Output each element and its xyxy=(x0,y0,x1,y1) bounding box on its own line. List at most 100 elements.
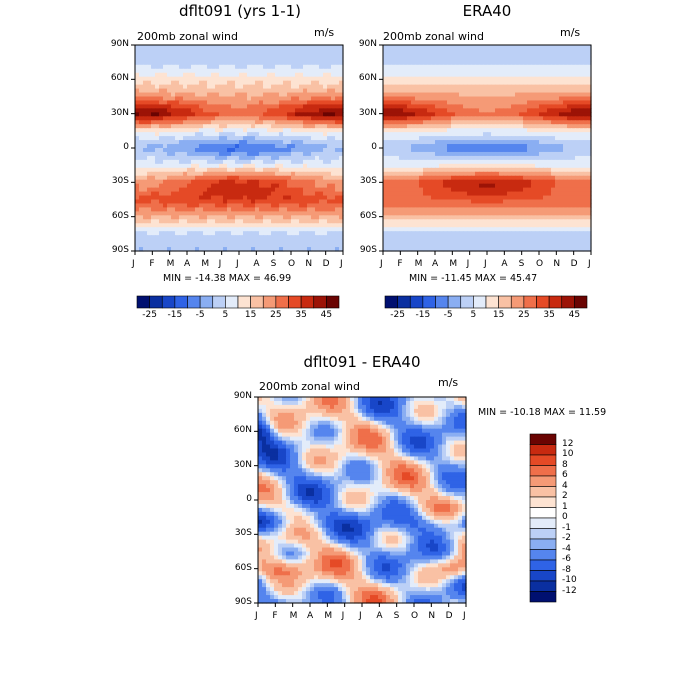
contour-cell xyxy=(503,179,508,185)
contour-cell xyxy=(423,140,428,145)
contour-cell xyxy=(251,163,256,169)
contour-cell xyxy=(523,187,528,193)
contour-cell xyxy=(467,148,472,153)
contour-cell xyxy=(331,187,336,193)
contour-cell xyxy=(531,128,536,133)
contour-cell xyxy=(563,187,568,193)
contour-cell xyxy=(171,80,176,86)
contour-cell xyxy=(503,116,508,121)
contour-cell xyxy=(575,167,580,173)
contour-cell xyxy=(459,92,464,98)
contour-cell xyxy=(235,199,240,205)
contour-cell xyxy=(255,219,260,224)
contour-cell xyxy=(175,128,180,133)
contour-cell xyxy=(255,231,260,236)
contour-cell xyxy=(511,136,516,141)
contour-cell xyxy=(483,151,488,157)
contour-cell xyxy=(199,215,204,220)
contour-cell xyxy=(447,163,452,169)
contour-cell xyxy=(279,239,284,244)
contour-cell xyxy=(391,175,396,181)
contour-cell xyxy=(567,128,572,133)
contour-cell xyxy=(443,45,448,50)
contour-cell xyxy=(551,140,556,145)
contour-cell xyxy=(467,96,472,102)
contour-cell xyxy=(275,45,280,50)
contour-cell xyxy=(515,144,520,149)
contour-cell xyxy=(147,140,152,145)
contour-cell xyxy=(263,155,268,161)
contour-cell xyxy=(267,140,272,145)
contour-cell xyxy=(419,159,424,165)
contour-cell xyxy=(539,195,544,201)
contour-cell xyxy=(395,148,400,153)
contour-cell xyxy=(427,195,432,201)
contour-cell xyxy=(575,88,580,94)
contour-cell xyxy=(219,199,224,205)
contour-cell xyxy=(255,227,260,232)
contour-cell xyxy=(407,68,412,74)
contour-cell xyxy=(307,243,312,248)
contour-cell xyxy=(259,100,264,106)
contour-cell xyxy=(471,76,476,82)
contour-cell xyxy=(159,68,164,74)
contour-cell xyxy=(435,108,440,113)
contour-cell xyxy=(255,183,260,189)
contour-cell xyxy=(427,80,432,86)
contour-cell xyxy=(479,92,484,98)
contour-cell xyxy=(455,68,460,74)
contour-cell xyxy=(139,108,144,113)
contour-cell xyxy=(563,124,568,129)
contour-cell xyxy=(447,171,452,177)
contour-cell xyxy=(203,179,208,185)
contour-cell xyxy=(543,167,548,173)
contour-cell xyxy=(243,239,248,244)
contour-cell xyxy=(563,151,568,157)
contour-cell xyxy=(411,191,416,197)
contour-cell xyxy=(315,84,320,90)
contour-cell xyxy=(135,243,140,248)
contour-cell xyxy=(167,151,172,157)
contour-cell xyxy=(287,88,292,94)
contour-cell xyxy=(219,128,224,133)
contour-cell xyxy=(179,112,184,117)
contour-cell xyxy=(431,136,436,141)
contour-cell xyxy=(411,72,416,78)
contour-cell xyxy=(299,92,304,98)
contour-cell xyxy=(571,207,576,212)
contour-cell xyxy=(291,231,296,236)
contour-cell xyxy=(299,175,304,181)
contour-cell xyxy=(431,132,436,137)
contour-cell xyxy=(179,45,184,50)
contour-cell xyxy=(171,247,176,252)
contour-cell xyxy=(295,100,300,106)
contour-cell xyxy=(231,72,236,78)
contour-cell xyxy=(219,45,224,50)
contour-cell xyxy=(159,140,164,145)
contour-cell xyxy=(247,235,252,240)
contour-cell xyxy=(203,199,208,205)
contour-cell xyxy=(575,64,580,70)
contour-cell xyxy=(295,211,300,216)
contour-cell xyxy=(415,124,420,129)
contour-cell xyxy=(263,84,268,90)
contour-cell xyxy=(187,231,192,236)
contour-cell xyxy=(275,183,280,189)
contour-cell xyxy=(423,92,428,98)
contour-cell xyxy=(395,116,400,121)
contour-cell xyxy=(523,100,528,106)
contour-cell xyxy=(463,155,468,161)
contour-cell xyxy=(427,76,432,82)
contour-cell xyxy=(531,187,536,193)
contour-cell xyxy=(583,195,588,201)
contour-cell xyxy=(311,211,316,216)
contour-cell xyxy=(179,231,184,236)
contour-cell xyxy=(135,136,140,141)
contour-cell xyxy=(539,155,544,161)
contour-cell xyxy=(407,179,412,185)
panel2-units: m/s xyxy=(560,26,581,39)
contour-cell xyxy=(315,167,320,173)
contour-cell xyxy=(463,136,468,141)
contour-cell xyxy=(299,108,304,113)
contour-cell xyxy=(211,247,216,252)
